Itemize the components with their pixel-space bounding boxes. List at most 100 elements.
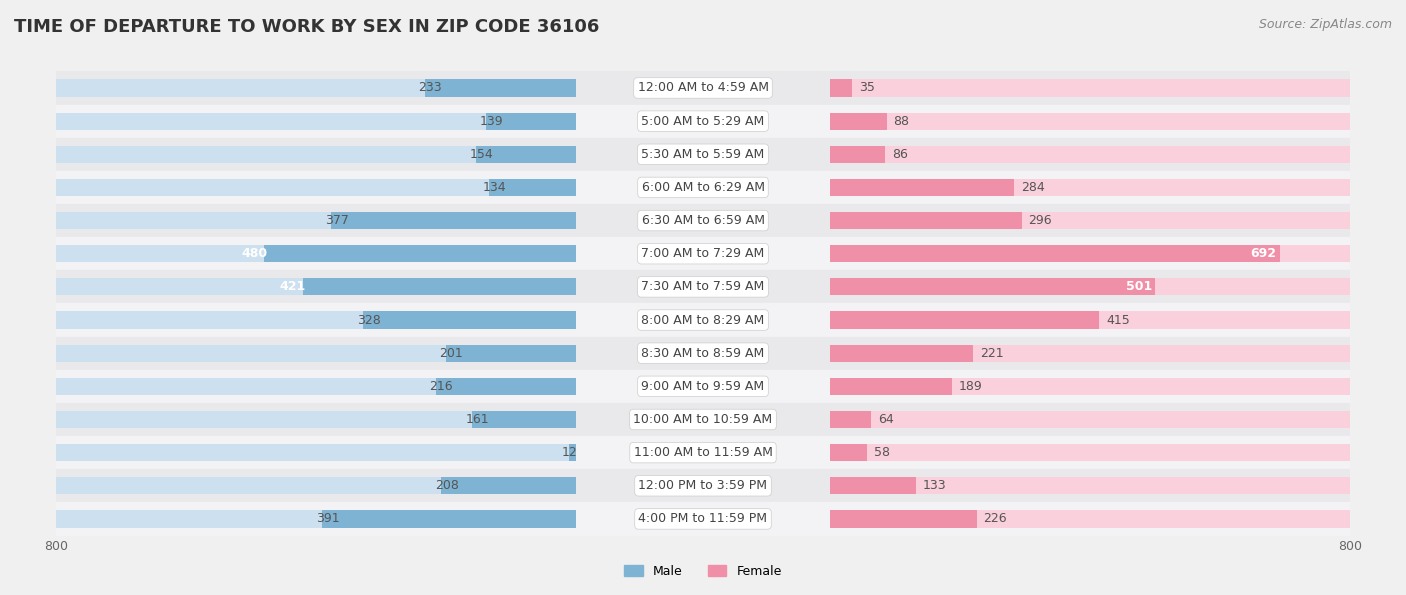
Bar [830, 278, 1156, 296]
Bar [576, 204, 830, 237]
Text: 6:00 AM to 6:29 AM: 6:00 AM to 6:29 AM [641, 181, 765, 194]
Bar [830, 502, 1350, 536]
Bar [576, 436, 830, 469]
Bar [477, 146, 576, 163]
Text: 216: 216 [429, 380, 453, 393]
Bar [576, 237, 830, 270]
Text: 161: 161 [465, 413, 489, 426]
Bar [830, 511, 977, 528]
Bar [56, 369, 576, 403]
Bar [576, 403, 830, 436]
Text: 154: 154 [470, 148, 494, 161]
Bar [830, 79, 1350, 96]
Bar [56, 146, 576, 163]
Bar [56, 511, 576, 528]
Text: 377: 377 [325, 214, 349, 227]
Bar [332, 212, 576, 229]
Bar [830, 146, 886, 163]
Bar [568, 444, 576, 461]
Bar [56, 378, 576, 395]
Bar [830, 270, 1350, 303]
Bar [56, 171, 576, 204]
Bar [472, 411, 576, 428]
Bar [56, 337, 576, 369]
Bar [830, 444, 868, 461]
Text: 233: 233 [419, 82, 441, 95]
Text: 6:30 AM to 6:59 AM: 6:30 AM to 6:59 AM [641, 214, 765, 227]
Bar [56, 71, 576, 105]
Text: 284: 284 [1021, 181, 1045, 194]
Bar [56, 403, 576, 436]
Bar [830, 511, 1350, 528]
Text: 221: 221 [980, 347, 1004, 359]
Bar [576, 171, 830, 204]
Text: 7:00 AM to 7:29 AM: 7:00 AM to 7:29 AM [641, 248, 765, 260]
Bar [56, 502, 576, 536]
Bar [830, 278, 1350, 296]
Bar [830, 105, 1350, 137]
Bar [56, 444, 576, 461]
Text: 11:00 AM to 11:59 AM: 11:00 AM to 11:59 AM [634, 446, 772, 459]
Text: 5:00 AM to 5:29 AM: 5:00 AM to 5:29 AM [641, 115, 765, 127]
Bar [576, 270, 830, 303]
Bar [363, 311, 576, 328]
Text: 480: 480 [242, 248, 267, 260]
Bar [576, 71, 830, 105]
Bar [830, 71, 1350, 105]
Text: 201: 201 [439, 347, 463, 359]
Bar [830, 146, 1350, 163]
Bar [830, 345, 973, 362]
Text: 64: 64 [877, 413, 893, 426]
Bar [56, 245, 576, 262]
Text: 328: 328 [357, 314, 381, 327]
Bar [56, 270, 576, 303]
Bar [830, 245, 1279, 262]
Bar [830, 337, 1350, 369]
Bar [56, 105, 576, 137]
Text: 415: 415 [1107, 314, 1129, 327]
Legend: Male, Female: Male, Female [619, 560, 787, 583]
Bar [56, 303, 576, 337]
Text: 296: 296 [1029, 214, 1052, 227]
Bar [830, 137, 1350, 171]
Bar [441, 477, 576, 494]
Bar [56, 477, 576, 494]
Text: 7:30 AM to 7:59 AM: 7:30 AM to 7:59 AM [641, 280, 765, 293]
Bar [830, 369, 1350, 403]
Text: TIME OF DEPARTURE TO WORK BY SEX IN ZIP CODE 36106: TIME OF DEPARTURE TO WORK BY SEX IN ZIP … [14, 18, 599, 36]
Bar [56, 311, 576, 328]
Text: 88: 88 [893, 115, 910, 127]
Bar [56, 79, 576, 96]
Text: 692: 692 [1250, 248, 1277, 260]
Bar [830, 378, 1350, 395]
Text: 8:00 AM to 8:29 AM: 8:00 AM to 8:29 AM [641, 314, 765, 327]
Text: 12: 12 [562, 446, 578, 459]
Bar [56, 278, 576, 296]
Bar [830, 171, 1350, 204]
Text: Source: ZipAtlas.com: Source: ZipAtlas.com [1258, 18, 1392, 31]
Bar [425, 79, 576, 96]
Bar [56, 237, 576, 270]
Bar [830, 311, 1350, 328]
Bar [830, 212, 1350, 229]
Bar [830, 245, 1350, 262]
Bar [264, 245, 576, 262]
Text: 134: 134 [482, 181, 506, 194]
Bar [56, 345, 576, 362]
Text: 226: 226 [983, 512, 1007, 525]
Text: 139: 139 [479, 115, 503, 127]
Text: 35: 35 [859, 82, 875, 95]
Bar [830, 303, 1350, 337]
Bar [576, 303, 830, 337]
Bar [830, 403, 1350, 436]
Bar [56, 212, 576, 229]
Bar [830, 477, 917, 494]
Bar [830, 212, 1022, 229]
Bar [576, 137, 830, 171]
Text: 86: 86 [891, 148, 908, 161]
Bar [486, 112, 576, 130]
Bar [830, 477, 1350, 494]
Bar [830, 237, 1350, 270]
Bar [830, 179, 1350, 196]
Bar [446, 345, 576, 362]
